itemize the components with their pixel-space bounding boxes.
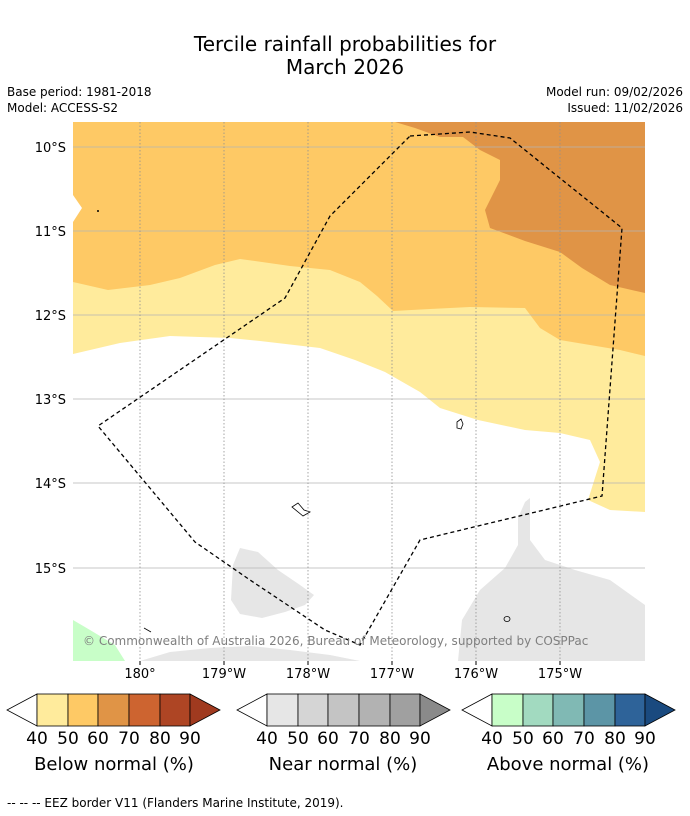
lat-label: 13°S xyxy=(35,393,66,408)
colorbar-above-tick: 40 xyxy=(481,729,503,749)
colorbar-above-normal: 40 50 60 70 80 90 Above normal (%) xyxy=(461,693,676,775)
eez-border xyxy=(97,131,623,646)
lon-label: 180° xyxy=(124,667,155,682)
colorbar-below-over-arrow xyxy=(189,693,221,727)
island-outline xyxy=(97,210,99,212)
colorbar-below-swatch-4 xyxy=(159,693,191,727)
colorbar-below-tick: 90 xyxy=(179,729,201,749)
colorbar-above-title: Above normal (%) xyxy=(487,754,649,775)
lon-label: 175°W xyxy=(538,667,582,682)
colorbar-below-tick: 80 xyxy=(149,729,171,749)
colorbar-below-title: Below normal (%) xyxy=(34,754,194,775)
lat-label: 11°S xyxy=(35,225,66,240)
colorbar-near-tick: 90 xyxy=(409,729,431,749)
colorbar-near-tick: 40 xyxy=(256,729,278,749)
model-run: Model run: 09/02/2026 xyxy=(545,85,683,99)
lon-gridlines xyxy=(139,122,561,661)
near-normal-40-region-east xyxy=(458,498,645,661)
colorbar-below-tick: 50 xyxy=(57,729,79,749)
colorbar-near-over-arrow xyxy=(419,693,451,727)
colorbar-near-swatch-4 xyxy=(389,693,421,727)
colorbar-above-tick: 60 xyxy=(542,729,564,749)
colorbar-near-under-arrow xyxy=(236,693,268,727)
colorbar-above-swatch-1 xyxy=(522,693,554,727)
island-outline xyxy=(456,418,464,430)
colorbar-below-swatch-2 xyxy=(97,693,130,727)
colorbar-below-swatch-0 xyxy=(36,693,69,727)
colorbar-below-tick: 70 xyxy=(118,729,140,749)
lat-label: 12°S xyxy=(35,309,66,324)
model-name: Model: ACCESS-S2 xyxy=(7,101,119,115)
colorbar-below-tick: 60 xyxy=(87,729,109,749)
colorbar-near-tick: 50 xyxy=(287,729,309,749)
near-normal-40-region-south xyxy=(140,646,360,661)
issued-date: Issued: 11/02/2026 xyxy=(567,101,683,115)
island-outline xyxy=(503,616,511,622)
colorbar-near-normal: 40 50 60 70 80 90 Near normal (%) xyxy=(236,693,451,775)
lat-label: 10°S xyxy=(35,141,66,156)
above-normal-40-region xyxy=(73,620,125,661)
colorbar-near-tick: 70 xyxy=(348,729,370,749)
colorbar-near-tick: 80 xyxy=(379,729,401,749)
coast-notch xyxy=(73,195,82,222)
colorbar-below-swatch-3 xyxy=(128,693,161,727)
colorbar-above-tick: 50 xyxy=(512,729,534,749)
colorbar-above-under-arrow xyxy=(461,693,493,727)
island-outline xyxy=(291,502,311,517)
colorbar-above-swatch-4 xyxy=(614,693,646,727)
colorbar-below-tick: 40 xyxy=(26,729,48,749)
colorbar-near-title: Near normal (%) xyxy=(269,754,418,775)
colorbar-above-swatch-2 xyxy=(552,693,585,727)
near-normal-40-region-west xyxy=(231,548,314,618)
base-period: Base period: 1981-2018 xyxy=(7,85,152,99)
below-normal-60-region xyxy=(395,122,645,293)
colorbar-near-tick: 60 xyxy=(317,729,339,749)
colorbar-above-tick: 80 xyxy=(604,729,626,749)
colorbar-above-tick: 90 xyxy=(634,729,656,749)
island-outline xyxy=(143,627,152,633)
colorbar-above-swatch-3 xyxy=(583,693,616,727)
map-panel: © Commonwealth of Australia 2026, Bureau… xyxy=(73,122,645,661)
map-title-line2: March 2026 xyxy=(285,55,405,79)
lon-label: 177°W xyxy=(370,667,414,682)
colorbar-above-tick: 70 xyxy=(573,729,595,749)
lon-label: 178°W xyxy=(286,667,330,682)
colorbar-below-normal: 40 50 60 70 80 90 Below normal (%) xyxy=(6,693,221,775)
copyright-notice: © Commonwealth of Australia 2026, Bureau… xyxy=(83,634,588,648)
eez-footnote: -- -- -- EEZ border V11 (Flanders Marine… xyxy=(7,796,344,810)
colorbar-above-over-arrow xyxy=(644,693,676,727)
colorbar-near-swatch-3 xyxy=(358,693,391,727)
lon-label: 176°W xyxy=(454,667,498,682)
colorbar-above-swatch-0 xyxy=(491,693,524,727)
colorbar-below-under-arrow xyxy=(6,693,38,727)
lat-label: 15°S xyxy=(35,562,66,577)
colorbar-near-swatch-2 xyxy=(327,693,360,727)
colorbar-near-swatch-0 xyxy=(266,693,299,727)
lat-label: 14°S xyxy=(35,477,66,492)
map-title-line1: Tercile rainfall probabilities for xyxy=(193,32,497,56)
colorbar-near-swatch-1 xyxy=(297,693,329,727)
lon-label: 179°W xyxy=(202,667,246,682)
colorbar-below-swatch-1 xyxy=(67,693,99,727)
lat-gridlines xyxy=(73,146,645,569)
